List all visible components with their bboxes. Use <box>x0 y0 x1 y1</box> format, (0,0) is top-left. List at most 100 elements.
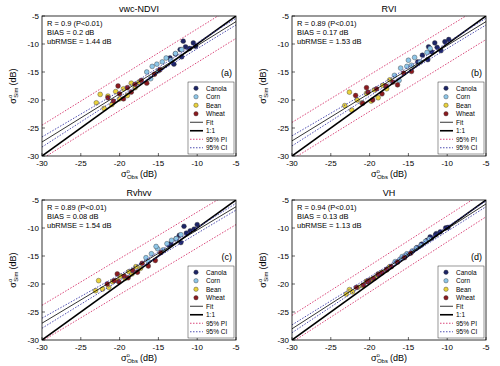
x-tick-label: -5 <box>232 159 240 168</box>
legend-symbol <box>444 112 448 116</box>
y-tick-label: -5 <box>282 12 290 21</box>
y-tick <box>42 156 45 157</box>
x-tick-label: -15 <box>403 159 415 168</box>
marks <box>42 16 236 156</box>
x-tick-label: -15 <box>403 343 415 352</box>
point <box>412 55 417 60</box>
y-tick-label: -10 <box>277 40 289 49</box>
y-tick-label: -15 <box>277 252 289 261</box>
legend-box <box>188 266 234 338</box>
y-axis-label-unit: (dB) <box>258 68 268 85</box>
panel: Rvhvv-30-25-20-15-10-5-30-25-20-15-10-5σ… <box>7 188 240 364</box>
y-axis-label-sub: Sim <box>13 271 19 281</box>
x-tick-label: -25 <box>325 159 337 168</box>
point <box>115 272 120 277</box>
point <box>174 236 179 241</box>
y-tick-label: -20 <box>27 96 39 105</box>
x-tick-label: -25 <box>75 343 87 352</box>
point <box>100 287 105 292</box>
point <box>181 39 186 44</box>
y-tick-label: -25 <box>277 308 289 317</box>
y-tick-label: -5 <box>32 12 40 21</box>
y-axis-label: σoSim(dB) <box>7 68 19 103</box>
line <box>42 207 236 323</box>
legend-label: Fit <box>456 119 463 126</box>
point <box>173 52 178 57</box>
x-tick <box>236 337 237 340</box>
legend: CanolaCornBeanWheatFit1:195% PI95% CI <box>188 266 234 338</box>
point <box>165 241 170 246</box>
x-axis-label-sub: Obs <box>127 174 138 180</box>
y-axis-label: σoSim(dB) <box>257 68 269 103</box>
legend-label: Corn <box>456 277 470 284</box>
plot-area <box>292 16 486 156</box>
marks <box>292 16 486 156</box>
annotation: ubRMSE = 1.54 dB <box>47 221 111 230</box>
legend-symbol <box>190 130 203 132</box>
x-tick <box>119 153 120 156</box>
legend-label: Wheat <box>206 294 225 301</box>
point <box>398 66 403 71</box>
line <box>42 16 236 156</box>
annotation: ubRMSE = 1.44 dB <box>47 37 111 46</box>
y-tick-label: -10 <box>27 40 39 49</box>
y-axis-label-sub: Sim <box>13 87 19 97</box>
point <box>432 40 437 45</box>
x-tick-label: -10 <box>441 159 453 168</box>
x-axis-label: σoObs(dB) <box>121 168 157 180</box>
point <box>164 56 169 61</box>
legend-label: 95% CI <box>456 328 478 335</box>
title: VH <box>383 188 396 198</box>
y-axis-label-unit: (dB) <box>258 252 268 269</box>
y-tick-label: -30 <box>277 152 289 161</box>
x-tick-label: -20 <box>364 343 376 352</box>
frame <box>42 16 236 156</box>
line <box>42 200 236 340</box>
line <box>292 16 486 122</box>
legend-label: Canola <box>206 269 227 276</box>
x-axis-label: σoObs(dB) <box>371 168 407 180</box>
y-axis-label: σoSim(dB) <box>7 252 19 287</box>
legend-label: 1:1 <box>456 127 465 134</box>
y-tick-label: -5 <box>282 196 290 205</box>
legend-label: 1:1 <box>206 127 215 134</box>
x-tick <box>80 153 81 156</box>
line <box>42 225 236 340</box>
legend-label: 95% PI <box>456 320 477 327</box>
line <box>292 40 486 156</box>
line <box>292 22 486 141</box>
y-tick <box>292 312 295 313</box>
frame <box>292 200 486 340</box>
line <box>292 16 486 156</box>
point <box>376 95 381 100</box>
legend-symbol <box>190 314 203 316</box>
y-tick-label: -20 <box>277 96 289 105</box>
legend-label: Wheat <box>456 294 475 301</box>
legend-symbol <box>440 306 453 307</box>
legend-symbol <box>194 287 198 291</box>
y-tick <box>292 100 295 101</box>
point <box>173 51 178 56</box>
x-tick-label: -20 <box>114 159 126 168</box>
legend: CanolaCornBeanWheatFit1:195% PI95% CI <box>438 266 484 338</box>
plot-area <box>42 16 236 156</box>
y-tick <box>292 128 295 129</box>
title: Rvhvv <box>126 188 152 198</box>
legend-symbol <box>190 331 203 332</box>
y-tick <box>292 284 295 285</box>
x-axis-label-sub: Obs <box>377 174 388 180</box>
legend-symbol <box>194 86 198 90</box>
legend-symbol <box>190 139 203 140</box>
annotation: R = 0.89 (P<0.01) <box>297 19 357 28</box>
legend: CanolaCornBeanWheatFit1:195% PI95% CI <box>188 82 234 154</box>
line <box>292 207 486 333</box>
legend: CanolaCornBeanWheatFit1:195% PI95% CI <box>438 82 484 154</box>
x-axis-label-sub: Obs <box>377 358 388 364</box>
y-tick-label: -25 <box>277 124 289 133</box>
legend-symbol <box>190 122 203 123</box>
x-tick <box>292 153 293 156</box>
x-tick <box>408 153 409 156</box>
x-tick-label: -25 <box>75 159 87 168</box>
line <box>42 210 236 328</box>
legend-label: Canola <box>456 85 477 92</box>
